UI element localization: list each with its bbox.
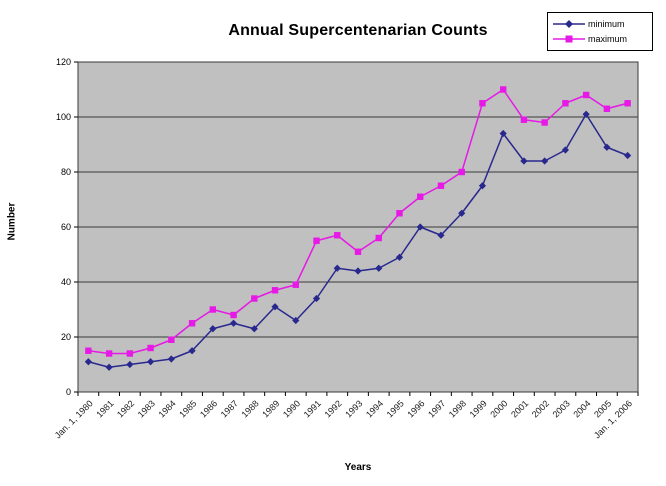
minimum-line-diamond-icon	[553, 19, 585, 28]
data-point-minimum	[333, 264, 341, 272]
x-tick-label: 1988	[239, 398, 260, 419]
x-tick-label: 2000	[488, 398, 509, 419]
x-tick-label: 1982	[115, 398, 136, 419]
data-point-maximum	[458, 168, 465, 176]
x-tick-label: 1984	[157, 398, 178, 419]
maximum-line-square-icon	[553, 35, 585, 42]
data-point-minimum	[458, 209, 466, 217]
data-point-maximum	[292, 281, 299, 288]
data-point-maximum	[147, 344, 154, 352]
data-point-minimum	[126, 360, 134, 369]
data-point-minimum	[167, 355, 175, 363]
data-point-maximum	[375, 234, 382, 242]
data-point-maximum	[209, 306, 217, 313]
data-point-maximum	[396, 210, 403, 217]
data-point-maximum	[271, 287, 279, 294]
x-tick-label: 1993	[343, 398, 364, 419]
data-point-maximum	[541, 119, 548, 126]
data-point-maximum	[126, 350, 134, 357]
data-point-minimum	[188, 347, 196, 355]
data-point-minimum	[416, 223, 424, 231]
data-point-maximum	[105, 350, 113, 357]
data-point-minimum	[84, 358, 92, 366]
data-point-minimum	[146, 358, 155, 366]
x-tick-label: 1995	[385, 398, 406, 419]
x-tick-label: 1996	[405, 398, 426, 419]
data-point-minimum	[478, 182, 487, 190]
data-point-maximum	[230, 311, 237, 319]
data-point-maximum	[562, 100, 569, 107]
x-axis-title: Years	[344, 462, 372, 473]
data-point-maximum	[479, 100, 486, 107]
data-point-maximum	[354, 248, 362, 255]
data-point-maximum	[499, 86, 507, 93]
x-tick-label: 2002	[530, 398, 551, 419]
data-point-minimum	[541, 157, 549, 165]
data-point-maximum	[85, 347, 92, 354]
data-point-maximum	[603, 105, 611, 112]
data-point-minimum	[209, 325, 217, 333]
y-tick-label: 20	[61, 332, 71, 342]
x-tick-label: 2004	[571, 398, 592, 419]
x-tick-label: Jan. 1, 1980	[53, 398, 95, 440]
x-tick-label: 1985	[177, 398, 198, 419]
y-tick-label: 120	[56, 57, 71, 67]
legend: minimum maximum	[547, 12, 653, 51]
legend-item-minimum: minimum	[552, 16, 648, 31]
x-tick-label: 2001	[509, 398, 530, 419]
y-tick-label: 60	[61, 222, 71, 232]
x-tick-label: 1992	[322, 398, 343, 419]
data-point-minimum	[499, 129, 507, 138]
data-point-minimum	[105, 363, 113, 371]
data-point-maximum	[582, 91, 590, 99]
x-tick-label: 1997	[426, 398, 447, 419]
legend-item-maximum: maximum	[552, 31, 648, 46]
y-axis-title: Number	[6, 202, 18, 241]
x-tick-label: 1989	[260, 398, 281, 419]
x-tick-label: 1991	[302, 398, 323, 419]
y-tick-label: 0	[66, 387, 71, 397]
data-point-maximum	[168, 336, 175, 343]
data-point-minimum	[250, 325, 258, 333]
data-point-minimum	[229, 319, 238, 327]
data-point-minimum	[624, 151, 632, 160]
data-point-minimum	[292, 316, 300, 325]
x-tick-label: 1999	[468, 398, 489, 419]
data-point-maximum	[520, 116, 528, 123]
chart-title: Annual Supercentenarian Counts	[228, 22, 488, 39]
data-point-minimum	[395, 253, 404, 261]
data-point-maximum	[417, 193, 424, 200]
data-point-maximum	[437, 182, 445, 189]
y-tick-label: 80	[61, 167, 71, 177]
x-tick-label: 1990	[281, 398, 302, 419]
legend-label-maximum: maximum	[588, 33, 628, 44]
data-point-maximum	[313, 237, 320, 244]
x-tick-label: 1994	[364, 398, 385, 419]
data-point-minimum	[354, 267, 362, 275]
x-tick-label: 1987	[219, 398, 240, 419]
x-tick-label: 1981	[94, 398, 115, 419]
data-point-maximum	[251, 295, 258, 302]
y-tick-label: 40	[61, 277, 71, 287]
data-point-minimum	[561, 146, 570, 154]
x-tick-label: 1986	[198, 398, 219, 419]
data-point-maximum	[624, 100, 631, 107]
legend-label-minimum: minimum	[588, 18, 625, 29]
data-point-maximum	[188, 320, 196, 327]
x-tick-label: 1998	[447, 398, 468, 419]
data-point-minimum	[582, 110, 590, 118]
data-point-minimum	[312, 294, 321, 303]
data-point-minimum	[375, 264, 383, 272]
data-point-minimum	[520, 157, 528, 165]
y-tick-label: 100	[56, 112, 71, 122]
x-tick-label: 1983	[136, 398, 157, 419]
data-point-minimum	[271, 303, 279, 311]
x-tick-label: 2003	[551, 398, 572, 419]
data-point-minimum	[603, 143, 611, 151]
data-point-minimum	[437, 231, 445, 239]
data-point-maximum	[334, 232, 341, 239]
